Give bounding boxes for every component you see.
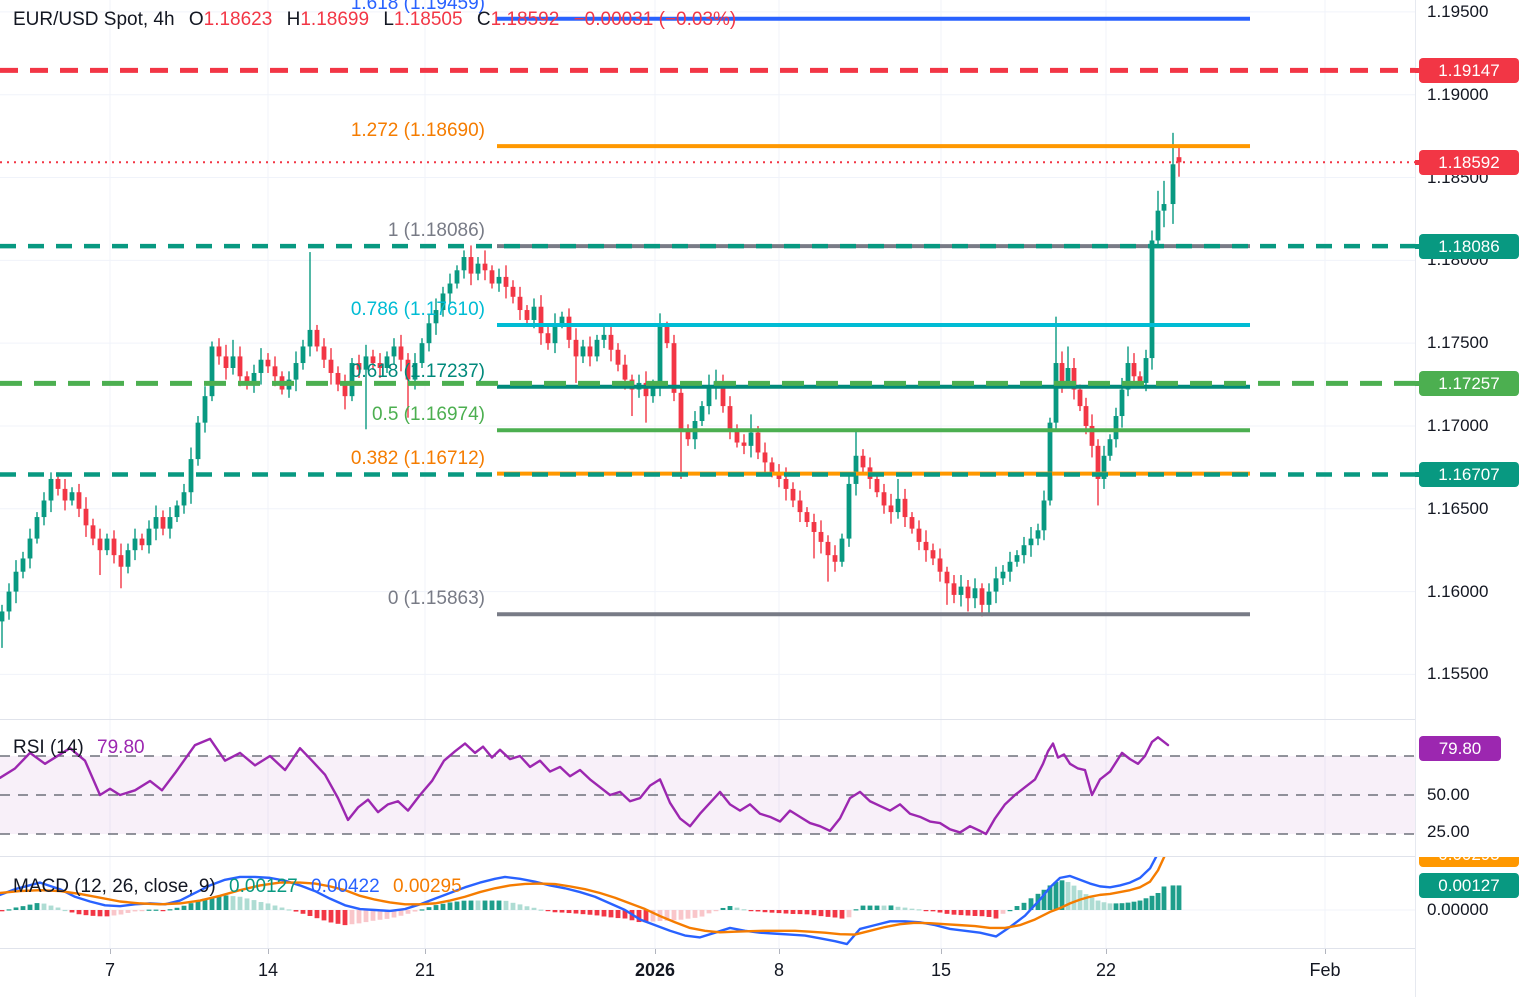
time-label-22: 22 — [1095, 960, 1117, 980]
rsi-tick-50.00: 50.00 — [1427, 785, 1470, 804]
badge-notch — [1415, 471, 1423, 477]
macd-zero-label: 0.00000 — [1427, 900, 1489, 919]
price-tick-1.17500: 1.17500 — [1427, 333, 1489, 353]
rsi-tick-25.00: 25.00 — [1427, 822, 1470, 842]
time-label-Feb: Feb — [1309, 960, 1341, 980]
fib-label-1.618[interactable]: 1.618 (1.19459) — [350, 0, 485, 14]
time-tick — [1325, 949, 1326, 954]
pane-separator-rsi-macd[interactable] — [0, 856, 1536, 857]
fib-label-1[interactable]: 1 (1.18086) — [387, 220, 485, 242]
time-label-8: 8 — [773, 960, 785, 980]
time-tick — [268, 949, 269, 954]
price-tick-1.16000: 1.16000 — [1427, 581, 1489, 601]
time-label-2026: 2026 — [634, 960, 676, 980]
price-tick-1.15500: 1.15500 — [1427, 664, 1489, 684]
macd-line-value: 0.00422 — [311, 876, 380, 897]
price-badge-1.18086: 1.18086 — [1415, 233, 1519, 259]
price-badge-1.16707: 1.16707 — [1415, 461, 1519, 487]
price-badge-1.17257: 1.17257 — [1415, 370, 1519, 396]
macd-line[interactable] — [0, 831, 1165, 946]
fib-label-0.382[interactable]: 0.382 (1.16712) — [350, 447, 485, 469]
price-tick-1.19500: 1.19500 — [1427, 1, 1489, 21]
time-tick — [425, 949, 426, 954]
symbol-legend[interactable]: EUR/USD Spot, 4h O1.18623 H1.18699 L1.18… — [13, 9, 736, 31]
pane-separator-price-rsi[interactable] — [0, 719, 1536, 720]
macd-hist-value: 0.00127 — [229, 876, 298, 897]
time-label-14: 14 — [257, 960, 279, 980]
price-badge-1.18592: 1.18592 — [1415, 149, 1519, 175]
change-value: −0.00031 (−0.03%) — [573, 9, 737, 30]
price-badge-1.19147: 1.19147 — [1415, 57, 1519, 83]
fib-label-0.786[interactable]: 0.786 (1.17610) — [350, 298, 485, 320]
time-tick — [779, 949, 780, 954]
chart-canvas[interactable] — [0, 0, 1415, 997]
macd-signal-line[interactable] — [0, 855, 1166, 936]
candlestick-series[interactable] — [0, 132, 1182, 648]
fib-label-0.618[interactable]: 0.618 (1.17237) — [350, 360, 485, 382]
price-tick-1.19000: 1.19000 — [1427, 84, 1489, 104]
time-tick — [941, 949, 942, 954]
rsi-badge: 79.80 — [1419, 736, 1501, 761]
time-label-7: 7 — [104, 960, 116, 980]
open-label: O — [188, 9, 204, 30]
macd-signal-value: 0.00295 — [392, 876, 462, 897]
badge-notch — [1415, 159, 1423, 165]
fib-label-1.272[interactable]: 1.272 (1.18690) — [350, 120, 485, 142]
time-label-21: 21 — [414, 960, 436, 980]
time-label-15: 15 — [930, 960, 952, 980]
fib-label-0[interactable]: 0 (1.15863) — [387, 588, 485, 610]
badge-notch — [1415, 67, 1423, 73]
time-tick — [655, 949, 656, 954]
close-label: C — [476, 9, 491, 30]
macd-badge-0.00295: 0.00295 — [1419, 857, 1519, 867]
rsi-pane[interactable] — [0, 755, 1415, 835]
pane-separator-macd-time — [0, 948, 1536, 949]
rsi-value: 79.80 — [97, 737, 145, 758]
price-tick-1.17000: 1.17000 — [1427, 415, 1489, 435]
symbol-title: EUR/USD Spot, 4h — [13, 9, 175, 30]
rsi-title: RSI (14) — [13, 737, 84, 758]
time-axis[interactable]: 7 14 21 2026 8 15 22 Feb — [0, 949, 1415, 997]
rsi-legend[interactable]: RSI (14) 79.80 — [13, 737, 145, 759]
macd-pane[interactable] — [0, 880, 1182, 926]
macd-badge-0.00127: 0.00127 — [1419, 873, 1519, 899]
rsi-line[interactable] — [0, 736, 1170, 836]
macd-legend[interactable]: MACD (12, 26, close, 9) 0.00127 0.00422 … — [13, 876, 462, 898]
high-label: H — [286, 9, 301, 30]
time-tick — [110, 949, 111, 954]
low-label: L — [383, 9, 394, 30]
badge-notch — [1415, 380, 1423, 386]
fib-label-0.5[interactable]: 0.5 (1.16974) — [371, 404, 485, 426]
badge-notch — [1415, 243, 1423, 249]
low-value: 1.18505 — [393, 9, 463, 30]
close-value: 1.18592 — [490, 9, 560, 30]
price-axis[interactable]: 1.19500 1.19000 1.18500 1.18000 1.17500 1.170… — [1415, 0, 1536, 997]
time-tick — [1106, 949, 1107, 954]
price-tick-1.16500: 1.16500 — [1427, 498, 1489, 518]
macd-title: MACD (12, 26, close, 9) — [13, 876, 216, 897]
high-value: 1.18699 — [300, 9, 370, 30]
open-value: 1.18623 — [203, 9, 273, 30]
